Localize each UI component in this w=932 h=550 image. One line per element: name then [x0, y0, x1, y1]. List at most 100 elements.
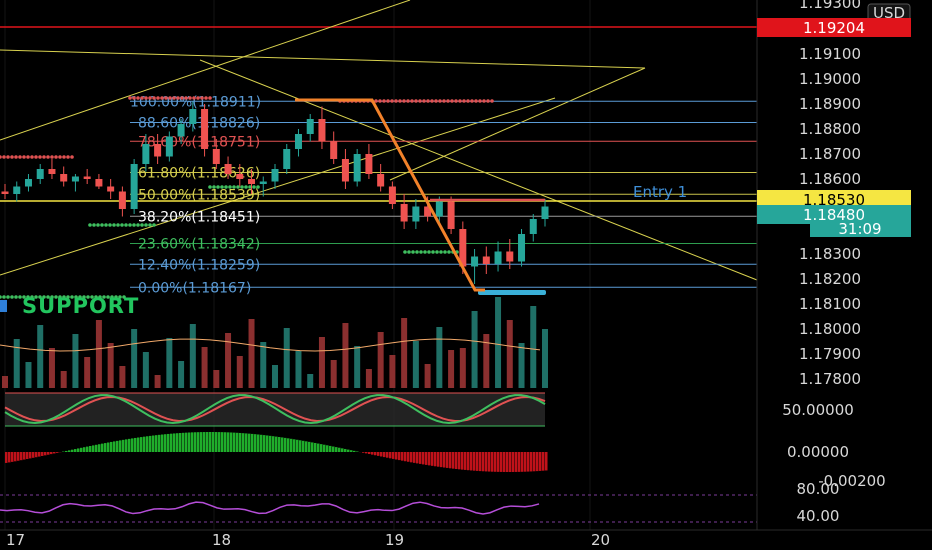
- macd-histogram-bar: [398, 452, 401, 461]
- macd-histogram-bar: [485, 452, 488, 472]
- macd-histogram-bar: [185, 432, 188, 452]
- macd-histogram-bar: [494, 452, 497, 472]
- volume-bar: [260, 342, 267, 388]
- macd-histogram-bar: [290, 438, 293, 452]
- level-marker-dot: [232, 185, 236, 189]
- support-zone-marker: [478, 290, 546, 295]
- level-marker-dot: [216, 185, 220, 189]
- macd-histogram-bar: [428, 452, 431, 466]
- fibonacci-retracement[interactable]: 100.00%(1.18911)88.60%(1.18826)78.60%(1.…: [0, 94, 757, 299]
- level-marker-dot: [118, 295, 122, 299]
- candle-body: [435, 201, 443, 217]
- level-marker-dot: [34, 155, 38, 159]
- macd-histogram-bar: [263, 435, 266, 452]
- candle-body: [177, 124, 185, 137]
- macd-histogram-bar: [224, 432, 227, 452]
- macd-histogram-bar: [248, 433, 251, 452]
- macd-histogram-bar: [320, 444, 323, 452]
- macd-histogram-bar: [440, 452, 443, 468]
- macd-histogram-bar: [437, 452, 440, 467]
- macd-histogram-bar: [458, 452, 461, 470]
- macd-histogram-bar: [545, 452, 548, 471]
- macd-histogram-bar: [5, 452, 8, 463]
- macd-histogram-bar: [335, 447, 338, 452]
- candle-body: [212, 149, 220, 164]
- level-marker-dot: [136, 223, 140, 227]
- candle-body: [471, 256, 479, 267]
- macd-histogram-bar: [68, 450, 71, 452]
- level-marker-dot: [108, 223, 112, 227]
- volume-bar: [471, 311, 478, 388]
- macd-histogram-bar: [284, 437, 287, 452]
- level-marker-dot: [423, 250, 427, 254]
- macd-histogram-bar: [461, 452, 464, 470]
- candle-body: [529, 219, 537, 234]
- macd-histogram-bar: [227, 432, 230, 452]
- level-marker-dot: [14, 155, 18, 159]
- macd-histogram-bar: [113, 441, 116, 452]
- macd-histogram-bar: [476, 452, 479, 471]
- candle-body: [130, 164, 138, 209]
- level-marker-dot: [180, 96, 184, 100]
- level-marker-dot: [140, 223, 144, 227]
- macd-histogram-bar: [137, 437, 140, 452]
- trendline-wedge: [389, 67, 646, 181]
- level-marker-dot: [26, 295, 30, 299]
- red-line-price-tag: [757, 18, 911, 37]
- macd-histogram-bar: [536, 452, 539, 472]
- level-marker-dot: [66, 155, 70, 159]
- level-marker-dot: [144, 96, 148, 100]
- price-scale-background: [757, 0, 932, 530]
- macd-histogram-bar: [347, 449, 350, 452]
- support-marker: [0, 300, 7, 312]
- macd-histogram-bar: [530, 452, 533, 472]
- candle-body: [294, 134, 302, 149]
- macd-histogram-bar: [203, 432, 206, 452]
- level-marker-dot: [403, 250, 407, 254]
- price-axis[interactable]: 1.19300 1.19100 1.19000 1.18900 1.18800 1.187…: [782, 0, 886, 525]
- macd-histogram-bar: [473, 452, 476, 471]
- macd-histogram-bar: [98, 444, 101, 452]
- price-tick-label: 1.18800: [799, 120, 861, 138]
- level-marker-dot: [208, 96, 212, 100]
- macd-histogram-bar: [125, 439, 128, 452]
- trendline-rising-top: [0, 0, 411, 141]
- volume-bar: [377, 332, 384, 388]
- level-marker-dot: [144, 223, 148, 227]
- level-marker-dot: [474, 99, 478, 103]
- level-marker-dot: [42, 155, 46, 159]
- volume-bar: [189, 324, 196, 388]
- volume-bar: [342, 323, 349, 388]
- fib-level-label: 50.00%(1.18539): [138, 187, 260, 203]
- macd-histogram-bar: [257, 434, 260, 452]
- macd-histogram-bar: [401, 452, 404, 461]
- volume-ma-line: [0, 338, 541, 352]
- currency-label: USD: [873, 4, 905, 22]
- macd-histogram-bar: [116, 440, 119, 452]
- level-marker-dot: [482, 99, 486, 103]
- macd-histogram-bar: [11, 452, 14, 462]
- macd-histogram-bar: [407, 452, 410, 462]
- macd-histogram-bar: [539, 452, 542, 471]
- level-marker-dot: [156, 96, 160, 100]
- level-marker-dot: [152, 96, 156, 100]
- level-marker-dot: [6, 155, 10, 159]
- macd-histogram-bar: [170, 433, 173, 452]
- level-marker-dot: [46, 155, 50, 159]
- level-marker-dot: [70, 295, 74, 299]
- macd-histogram-bar: [362, 452, 365, 453]
- level-marker-dot: [184, 96, 188, 100]
- candle-body: [142, 144, 150, 164]
- indicator-tick-label: 0.00000: [787, 443, 849, 461]
- level-marker-dot: [66, 295, 70, 299]
- level-marker-dot: [128, 223, 132, 227]
- macd-histogram-bar: [215, 432, 218, 452]
- level-marker-dot: [132, 223, 136, 227]
- price-tick-label: 1.18700: [799, 145, 861, 163]
- level-marker-dot: [434, 99, 438, 103]
- fib-level-label: 88.60%(1.18826): [138, 116, 260, 132]
- candle-body: [318, 119, 326, 142]
- level-marker-dot: [422, 99, 426, 103]
- macd-histogram-bar: [134, 437, 137, 452]
